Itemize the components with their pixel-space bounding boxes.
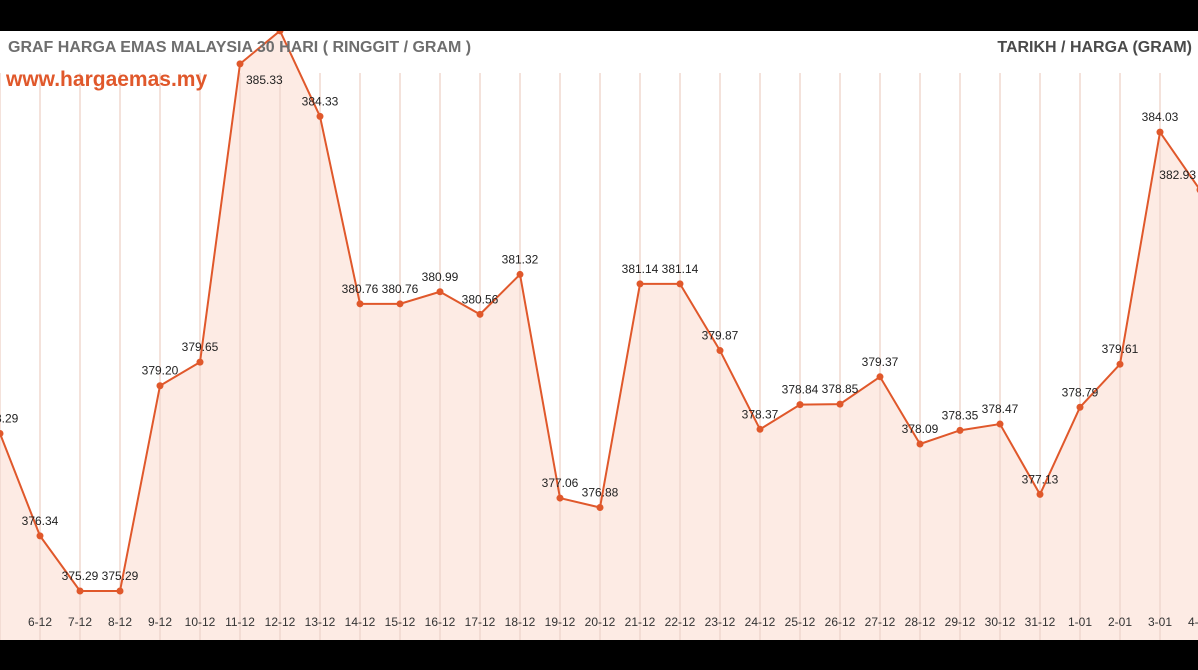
data-point bbox=[196, 358, 204, 366]
x-tick-label: 22-12 bbox=[665, 615, 696, 629]
data-label: 380.76 bbox=[342, 282, 379, 296]
data-label: 379.87 bbox=[702, 329, 739, 343]
x-tick-label: 27-12 bbox=[865, 615, 896, 629]
x-tick-label: 20-12 bbox=[585, 615, 616, 629]
data-label: 378.35 bbox=[942, 408, 979, 422]
data-point bbox=[996, 420, 1004, 428]
data-point bbox=[316, 112, 324, 120]
data-label: 377.06 bbox=[542, 476, 579, 490]
x-tick-label: 2-01 bbox=[1108, 615, 1132, 629]
data-label: 375.29 bbox=[62, 569, 99, 583]
data-point bbox=[0, 430, 4, 437]
x-tick-label: 28-12 bbox=[905, 615, 936, 629]
data-label: 377.13 bbox=[1022, 472, 1059, 486]
data-label: 375.29 bbox=[102, 569, 139, 583]
data-point bbox=[756, 425, 764, 433]
data-point bbox=[116, 587, 124, 595]
data-label: 376.88 bbox=[582, 486, 619, 500]
x-tick-label: 6-12 bbox=[28, 615, 52, 629]
data-point bbox=[1036, 490, 1044, 498]
x-tick-label: 17-12 bbox=[465, 615, 496, 629]
data-point bbox=[556, 494, 564, 502]
x-tick-label: 12-12 bbox=[265, 615, 296, 629]
x-tick-label: 1-01 bbox=[1068, 615, 1092, 629]
data-label: 381.14 bbox=[622, 262, 659, 276]
data-point bbox=[236, 60, 244, 68]
legend-label: TARIKH / HARGA (GRAM) bbox=[997, 39, 1192, 56]
gold-price-chart: 6-12 7-12 8-12 9-12 10-12 11-12 12-12 13-12 14-1… bbox=[0, 31, 1198, 640]
data-point bbox=[1156, 128, 1164, 136]
source-url[interactable]: www.hargaemas.my bbox=[6, 68, 208, 91]
x-tick-label: 31-12 bbox=[1025, 615, 1056, 629]
data-label: 378.79 bbox=[1062, 385, 1099, 399]
x-tick-label: 23-12 bbox=[705, 615, 736, 629]
data-label: 384.03 bbox=[1142, 110, 1179, 124]
data-label: 378.37 bbox=[742, 407, 779, 421]
x-tick-label: 15-12 bbox=[385, 615, 416, 629]
chart-title: GRAF HARGA EMAS MALAYSIA 30 HARI ( RINGG… bbox=[8, 39, 472, 56]
data-point bbox=[436, 288, 444, 296]
data-point bbox=[1076, 403, 1084, 411]
data-label: 378.29 bbox=[0, 412, 19, 426]
data-point bbox=[1116, 360, 1124, 368]
data-point bbox=[36, 532, 44, 540]
x-tick-label: 3-01 bbox=[1148, 615, 1172, 629]
data-label: 382.93 bbox=[1159, 168, 1196, 182]
data-point bbox=[676, 280, 684, 288]
x-tick-label: 26-12 bbox=[825, 615, 856, 629]
area-fill bbox=[0, 31, 1198, 640]
x-tick-label: 13-12 bbox=[305, 615, 336, 629]
data-label: 378.84 bbox=[782, 383, 819, 397]
data-label: 376.34 bbox=[22, 514, 59, 528]
data-point bbox=[156, 382, 164, 390]
data-point bbox=[836, 400, 844, 408]
data-label: 381.32 bbox=[502, 252, 539, 266]
data-label: 380.56 bbox=[462, 292, 499, 306]
data-label: 378.47 bbox=[982, 402, 1019, 416]
x-tick-label: 24-12 bbox=[745, 615, 776, 629]
data-label: 379.65 bbox=[182, 340, 219, 354]
data-label: 385.33 bbox=[246, 73, 283, 87]
x-tick-label: 7-12 bbox=[68, 615, 92, 629]
data-label: 379.37 bbox=[862, 355, 899, 369]
data-label: 381.14 bbox=[662, 262, 699, 276]
data-label: 378.09 bbox=[902, 422, 939, 436]
data-label: 384.33 bbox=[302, 94, 339, 108]
data-point bbox=[636, 280, 644, 288]
x-tick-label: 21-12 bbox=[625, 615, 656, 629]
x-tick-label: 10-12 bbox=[185, 615, 216, 629]
data-point bbox=[276, 31, 284, 35]
data-label: 378.85 bbox=[822, 382, 859, 396]
data-point bbox=[796, 401, 804, 409]
data-point bbox=[516, 270, 524, 278]
x-tick-label: 25-12 bbox=[785, 615, 816, 629]
data-point bbox=[916, 440, 924, 448]
x-tick-label: 11-12 bbox=[225, 615, 255, 629]
data-point bbox=[396, 300, 404, 308]
x-tick-label: 8-12 bbox=[108, 615, 132, 629]
chart-svg: 6-12 7-12 8-12 9-12 10-12 11-12 12-12 13-12 14-1… bbox=[0, 31, 1198, 640]
data-point bbox=[76, 587, 84, 595]
x-tick-label: 19-12 bbox=[545, 615, 576, 629]
x-tick-label: 4-01 bbox=[1188, 615, 1198, 629]
x-tick-label: 18-12 bbox=[505, 615, 536, 629]
data-label: 380.76 bbox=[382, 282, 419, 296]
data-point bbox=[356, 300, 364, 308]
x-tick-label: 30-12 bbox=[985, 615, 1016, 629]
data-label: 379.61 bbox=[1102, 342, 1139, 356]
data-point bbox=[876, 373, 884, 381]
x-tick-label: 14-12 bbox=[345, 615, 376, 629]
x-tick-label: 9-12 bbox=[148, 615, 172, 629]
data-point bbox=[596, 504, 604, 512]
x-tick-label: 29-12 bbox=[945, 615, 976, 629]
data-point bbox=[476, 310, 484, 318]
data-label: 379.20 bbox=[142, 364, 179, 378]
x-tick-label: 16-12 bbox=[425, 615, 456, 629]
data-label: 380.99 bbox=[422, 270, 459, 284]
data-point bbox=[956, 426, 964, 434]
data-point bbox=[716, 347, 724, 355]
